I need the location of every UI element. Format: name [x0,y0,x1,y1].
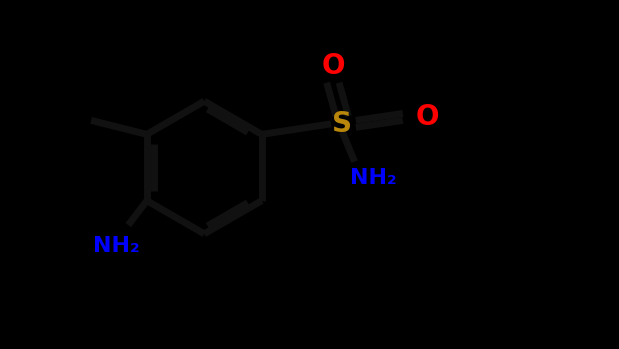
Text: NH₂: NH₂ [92,236,139,256]
Text: S: S [332,110,352,138]
Text: NH₂: NH₂ [350,168,397,188]
Text: O: O [321,52,345,80]
Text: O: O [416,103,439,131]
